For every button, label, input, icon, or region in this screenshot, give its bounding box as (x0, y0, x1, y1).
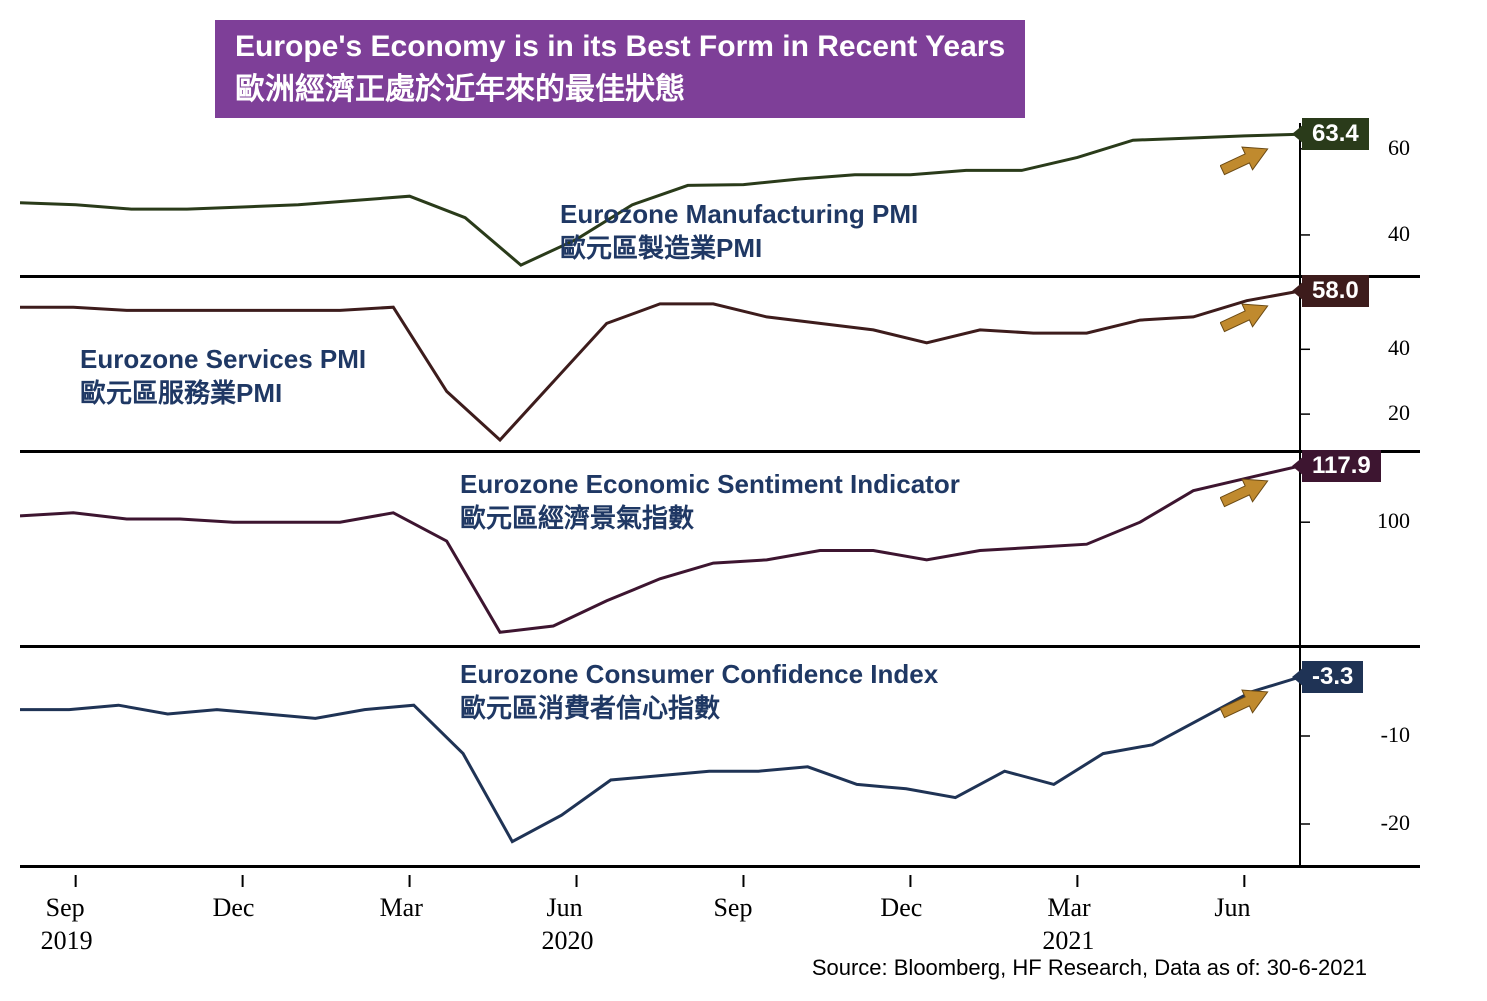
series-label-zh: 歐元區製造業PMI (560, 232, 918, 266)
x-tick-label: Jun (547, 893, 583, 923)
x-year-label: 2020 (542, 926, 594, 956)
y-tick-label: 40 (1388, 221, 1410, 247)
x-year-label: 2019 (41, 926, 93, 956)
charts-container: 406063.4Eurozone Manufacturing PMI歐元區製造業… (20, 123, 1420, 868)
source-attribution: Source: Bloomberg, HF Research, Data as … (812, 955, 1367, 981)
y-tick-label: -20 (1381, 810, 1410, 836)
title-chinese: 歐洲經濟正處於近年來的最佳狀態 (235, 64, 1005, 108)
x-tick-label: Mar (1047, 893, 1090, 923)
series-label-en: Eurozone Manufacturing PMI (560, 198, 918, 232)
trend-arrow-icon (1220, 299, 1270, 334)
x-year-label: 2021 (1042, 926, 1094, 956)
series-label-en: Eurozone Services PMI (80, 343, 366, 377)
y-tick-label: 20 (1388, 400, 1410, 426)
trend-arrow-icon (1220, 474, 1270, 509)
y-tick-label: 60 (1388, 135, 1410, 161)
chart-panel-confidence: -10 -20 -3.3 Eurozone Consumer Confidence I… (20, 648, 1420, 868)
chart-panel-services: 20 40 58.0 Eurozone Services PMI歐元區服務業PMI (20, 278, 1420, 453)
x-tick-label: Sep (46, 893, 85, 923)
series-label-zh: 歐元區服務業PMI (80, 377, 366, 411)
series-label-services: Eurozone Services PMI歐元區服務業PMI (80, 343, 366, 411)
series-label-en: Eurozone Consumer Confidence Index (460, 658, 938, 692)
x-axis-ticks (20, 875, 1420, 895)
trend-arrow-icon (1220, 142, 1270, 177)
chart-panel-manufacturing: 406063.4Eurozone Manufacturing PMI歐元區製造業… (20, 123, 1420, 278)
end-value-manufacturing: 63.4 (1302, 118, 1369, 150)
end-value-confidence: -3.3 (1302, 661, 1363, 693)
x-tick-label: Mar (380, 893, 423, 923)
chart-panel-sentiment: 100 117.9 Eurozone Economic Sentiment Indi… (20, 453, 1420, 648)
series-label-zh: 歐元區消費者信心指數 (460, 692, 938, 726)
x-tick-label: Jun (1214, 893, 1250, 923)
trend-arrow-icon (1220, 685, 1270, 720)
y-tick-label: -10 (1381, 722, 1410, 748)
series-label-manufacturing: Eurozone Manufacturing PMI歐元區製造業PMI (560, 198, 918, 266)
title-english: Europe's Economy is in its Best Form in … (235, 30, 1005, 64)
series-label-en: Eurozone Economic Sentiment Indicator (460, 468, 960, 502)
x-tick-label: Sep (713, 893, 752, 923)
series-label-zh: 歐元區經濟景氣指數 (460, 502, 960, 536)
y-tick-label: 100 (1377, 508, 1410, 534)
end-value-sentiment: 117.9 (1302, 450, 1381, 482)
chart-title-box: Europe's Economy is in its Best Form in … (215, 20, 1025, 118)
end-value-services: 58.0 (1302, 275, 1369, 307)
series-label-sentiment: Eurozone Economic Sentiment Indicator歐元區… (460, 468, 960, 536)
x-tick-label: Dec (880, 893, 922, 923)
x-tick-label: Dec (213, 893, 255, 923)
series-label-confidence: Eurozone Consumer Confidence Index歐元區消費者… (460, 658, 938, 726)
y-tick-label: 40 (1388, 335, 1410, 361)
